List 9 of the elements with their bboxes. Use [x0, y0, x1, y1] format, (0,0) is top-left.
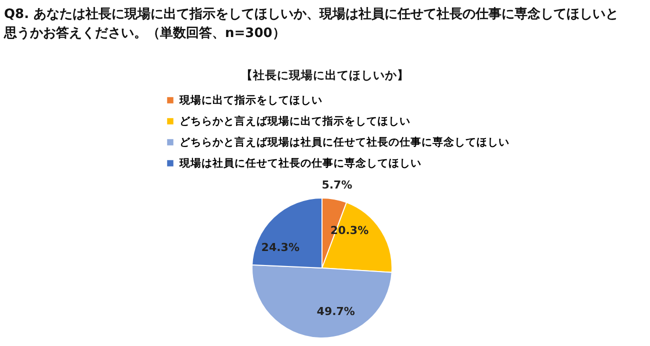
data-label: 24.3% [261, 240, 300, 254]
legend-label: どちらかと言えば現場に出て指示をしてほしい [180, 114, 410, 128]
data-label: 49.7% [316, 305, 355, 318]
legend-label: 現場に出て指示をしてほしい [178, 93, 322, 106]
legend-label: 現場は社員に任せて社長の仕事に専念してほしい [178, 156, 422, 170]
chart-subtitle: 【社長に現場に出てほしいか】 [241, 68, 409, 82]
chart-title: Q8. あなたは社長に現場に出て指示をしてほしいか、現場は社員に任せて社長の仕事に専念してほしいと思うかお答えください。（単数回答、n=300） [3, 6, 619, 41]
legend-label: どちらかと言えば現場は社員に任せて社長の仕事に専念してほしい [180, 135, 510, 148]
data-label: 5.7% [322, 178, 352, 192]
